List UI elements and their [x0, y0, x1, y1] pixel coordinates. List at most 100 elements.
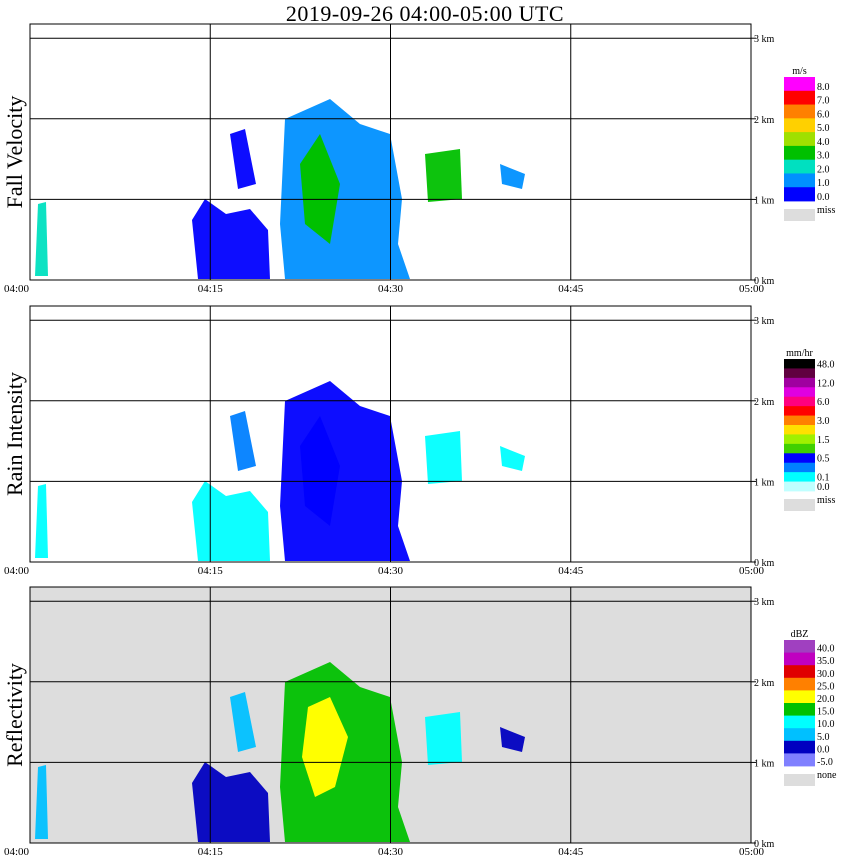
echo-region [500, 164, 525, 189]
echo-region [192, 481, 270, 561]
time-tick-label: 04:15 [198, 283, 224, 295]
panel-3: 0 km 1 km 2 km 3 km 04:00 04:15 04:30 04:45 05:0… [2, 586, 837, 858]
height-tick-label: 0 km [754, 276, 775, 287]
colorbar-swatch [784, 132, 815, 147]
colorbar-swatch [784, 728, 815, 742]
height-tick-label: 2 km [754, 678, 775, 689]
y-axis-label: Reflectivity [2, 663, 27, 767]
colorbar-label: 30.0 [817, 669, 835, 680]
colorbar-label: 5.0 [817, 732, 830, 743]
colorbar-label: 0.0 [817, 482, 830, 493]
colorbar-label: 0.1 [817, 473, 830, 484]
colorbar-label: 4.0 [817, 137, 830, 148]
echo-region [192, 762, 270, 842]
colorbar-swatch [784, 187, 815, 202]
echo-region [35, 202, 48, 276]
colorbar-swatch [784, 104, 815, 119]
echo-region [35, 484, 48, 558]
echo-core [300, 416, 340, 526]
height-tick-label: 1 km [754, 195, 775, 206]
height-tick-label: 3 km [754, 34, 775, 45]
colorbar-label: 7.0 [817, 96, 830, 107]
colorbar-label: -5.0 [817, 757, 833, 768]
echo-layer [35, 381, 525, 561]
colorbar-miss-label: miss [817, 495, 835, 506]
colorbar-label: 20.0 [817, 694, 835, 705]
colorbar-swatch [784, 481, 815, 492]
colorbar-label: 0.0 [817, 192, 830, 203]
colorbar-miss-swatch [784, 499, 815, 511]
height-tick-label: 3 km [754, 316, 775, 327]
colorbar-label: 12.0 [817, 378, 835, 389]
echo-region [280, 381, 410, 561]
time-tick-label: 05:00 [739, 283, 765, 295]
colorbar-swatch [784, 145, 815, 161]
colorbar-miss-swatch [784, 774, 815, 786]
chart-title: 2019-09-26 04:00-05:00 UTC [285, 1, 565, 26]
colorbar-swatch [784, 753, 815, 767]
height-tick-label: 3 km [754, 597, 775, 608]
echo-region [230, 411, 256, 471]
height-tick-label: 2 km [754, 397, 775, 408]
time-tick-label: 05:00 [739, 846, 765, 858]
colorbar-label: 10.0 [817, 719, 835, 730]
echo-region [500, 446, 525, 471]
colorbar-label: 2.0 [817, 164, 830, 175]
colorbar-label: 0.5 [817, 454, 830, 465]
colorbar-swatch [784, 665, 815, 679]
colorbar-miss-swatch [784, 209, 815, 221]
colorbar-label: 35.0 [817, 656, 835, 667]
colorbar-swatch [784, 173, 815, 188]
echo-region [425, 431, 462, 484]
colorbar-swatch [784, 740, 815, 754]
colorbar-swatch [784, 472, 815, 482]
panel-1: 0 km 1 km 2 km 3 km 04:00 04:15 04:30 04:45 05:0… [2, 23, 835, 295]
colorbar-label: 5.0 [817, 123, 830, 134]
echo-layer [35, 662, 525, 842]
time-tick-label: 04:30 [378, 283, 404, 295]
colorbar-swatch [784, 703, 815, 716]
height-tick-label: 0 km [754, 558, 775, 569]
time-tick-label: 04:45 [558, 846, 584, 858]
time-tick-label: 04:30 [378, 846, 404, 858]
colorbar-swatch [784, 690, 815, 704]
echo-region [500, 727, 525, 752]
time-tick-label: 04:00 [4, 846, 30, 858]
colorbar-label: 40.0 [817, 644, 835, 655]
echo-region [280, 99, 410, 279]
colorbar-swatch [784, 434, 815, 445]
colorbar-label: 1.0 [817, 178, 830, 189]
colorbar-swatch [784, 396, 815, 407]
colorbar-label: 6.0 [817, 397, 830, 408]
colorbar-unit: mm/hr [786, 348, 813, 359]
colorbar-swatch [784, 406, 815, 416]
colorbar-swatch [784, 677, 815, 691]
time-tick-label: 04:00 [4, 283, 30, 295]
echo-region [425, 149, 462, 202]
colorbar-unit: m/s [792, 66, 807, 77]
colorbar-unit: dBZ [791, 629, 809, 640]
colorbar-label: 25.0 [817, 681, 835, 692]
echo-region [35, 765, 48, 839]
echo-region [230, 692, 256, 752]
colorbar-swatch [784, 118, 815, 133]
plot-frame [29, 305, 752, 563]
time-tick-label: 04:00 [4, 565, 30, 577]
colorbar-swatch [784, 415, 815, 426]
time-tick-label: 04:45 [558, 283, 584, 295]
colorbar-swatch [784, 715, 815, 729]
echo-core [302, 697, 348, 797]
colorbar-swatch [784, 652, 815, 666]
colorbar-label: 0.0 [817, 744, 830, 755]
height-tick-label: 2 km [754, 115, 775, 126]
colorbar-swatch [784, 159, 815, 174]
colorbar-swatch [784, 443, 815, 454]
echo-region [192, 199, 270, 279]
time-tick-label: 04:30 [378, 565, 404, 577]
colorbar-miss-label: none [817, 770, 837, 781]
colorbar-label: 3.0 [817, 416, 830, 427]
time-tick-label: 05:00 [739, 565, 765, 577]
height-tick-label: 1 km [754, 758, 775, 769]
colorbar-label: 6.0 [817, 109, 830, 120]
